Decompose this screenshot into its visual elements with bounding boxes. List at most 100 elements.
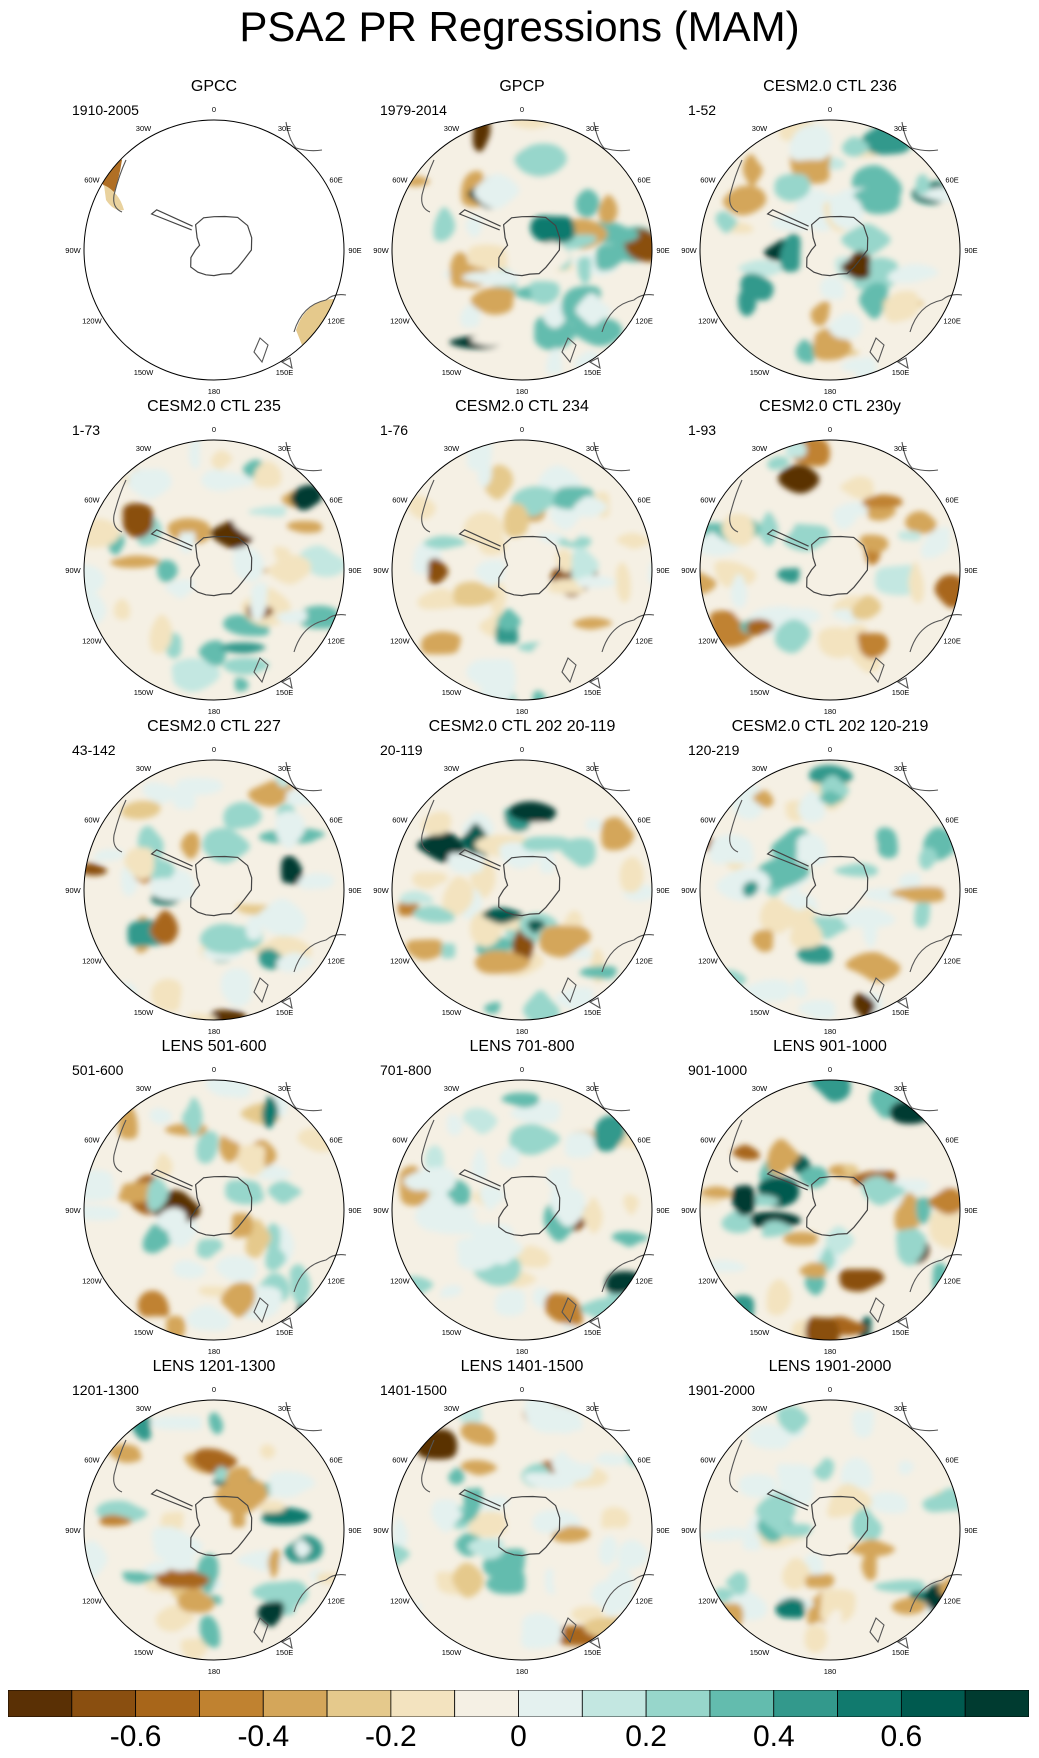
- longitude-label: 120W: [698, 1277, 719, 1286]
- panel-title: LENS 1901-2000: [768, 1358, 892, 1375]
- anomaly-contour: [534, 313, 576, 351]
- longitude-label: 120E: [943, 317, 961, 326]
- anomaly-contour: [515, 1245, 551, 1268]
- anomaly-contour: [778, 464, 820, 494]
- anomaly-contour: [220, 642, 266, 654]
- anomaly-contour: [137, 1290, 170, 1317]
- longitude-label: 150W: [442, 1328, 463, 1337]
- anomaly-contour: [215, 1479, 268, 1515]
- anomaly-contour: [522, 836, 573, 852]
- antarctica-outline: [150, 849, 253, 917]
- longitude-label: 90W: [65, 566, 81, 575]
- anomaly-contour: [160, 1511, 184, 1532]
- longitude-label: 30E: [278, 124, 291, 133]
- colorbar-tick-label: 0.4: [752, 1720, 795, 1753]
- longitude-label: 30W: [136, 764, 152, 773]
- anomaly-contour: [592, 1453, 631, 1466]
- anomaly-contour: [795, 339, 816, 364]
- anomaly-contour: [776, 567, 800, 583]
- anomaly-contour: [468, 1511, 507, 1538]
- anomaly-contour: [731, 1185, 756, 1216]
- anomaly-contour: [875, 564, 917, 596]
- anomaly-contour: [155, 1604, 195, 1632]
- antarctica-outline: [150, 529, 253, 597]
- longitude-label: 180: [208, 707, 221, 716]
- longitude-label: 0: [212, 1385, 216, 1394]
- coastline-path-0: [421, 479, 435, 533]
- anomaly-contour: [766, 1279, 792, 1316]
- anomaly-contour: [857, 632, 889, 659]
- anomaly-contour: [433, 207, 456, 242]
- colorbar-swatch: [326, 1690, 392, 1717]
- anomaly-contour: [173, 1259, 207, 1279]
- longitude-label: 120W: [82, 637, 103, 646]
- anomaly-contour: [297, 1303, 313, 1315]
- longitude-label: 90E: [964, 886, 977, 895]
- anomaly-contour: [887, 263, 939, 284]
- anomaly-contour: [617, 1539, 649, 1570]
- anomaly-contour: [205, 1080, 251, 1098]
- anomaly-contour: [294, 1539, 311, 1559]
- longitude-label: 120W: [390, 1597, 411, 1606]
- colorbar-tick-label: -0.6: [109, 1720, 162, 1753]
- longitude-label: 60W: [700, 1136, 716, 1145]
- longitude-label: 0: [828, 745, 832, 754]
- anomaly-contour: [752, 790, 774, 808]
- longitude-label: 60E: [329, 1456, 342, 1465]
- panel-years: 1-93: [688, 422, 717, 438]
- longitude-label: 30W: [444, 764, 460, 773]
- longitude-label: 30E: [586, 1084, 599, 1093]
- map-panel: CESM2.0 CTL 230y 1-93 0 30E 60E 90E 120E 150E 18…: [680, 398, 980, 716]
- polar-map: 0 30E 60E 90E 120E 150E 180 150W 120W 90W 60W 30W: [65, 745, 361, 1036]
- anomaly-contour: [231, 1494, 246, 1528]
- anomaly-contour: [796, 833, 827, 865]
- longitude-label: 120W: [82, 1597, 103, 1606]
- coastline-path-0: [729, 159, 743, 213]
- coastline-path-0: [729, 1439, 743, 1493]
- map-border: [83, 1079, 345, 1341]
- anomaly-contour: [791, 977, 808, 998]
- panel-years: 1-73: [72, 422, 101, 438]
- anomaly-contour: [582, 1197, 603, 1234]
- map-panel: GPCP 1979-2014 0 30E 60E 90E 120E 150E 180 150W 12…: [372, 78, 672, 396]
- anomaly-contour: [861, 1175, 906, 1206]
- longitude-label: 60E: [637, 496, 650, 505]
- colorbar-swatch: [900, 1690, 966, 1717]
- longitude-label: 150W: [134, 1328, 155, 1337]
- anomaly-contour: [901, 1231, 927, 1243]
- longitude-label: 150W: [750, 368, 771, 377]
- anomaly-contour: [805, 1574, 835, 1589]
- longitude-label: 90E: [964, 566, 977, 575]
- anomaly-contour: [253, 461, 282, 488]
- anomaly-contour: [601, 817, 635, 851]
- longitude-label: 30W: [136, 1404, 152, 1413]
- anomaly-contour: [399, 890, 434, 904]
- antarctica-outline: [766, 1489, 869, 1557]
- longitude-label: 90W: [681, 566, 697, 575]
- longitude-label: 120W: [82, 1277, 103, 1286]
- longitude-label: 90E: [348, 1206, 361, 1215]
- longitude-label: 30E: [894, 444, 907, 453]
- longitude-label: 180: [208, 1347, 221, 1356]
- longitude-label: 150E: [892, 368, 910, 377]
- longitude-label: 120W: [82, 957, 103, 966]
- coastline-path-4: [588, 1317, 601, 1330]
- anomaly-contour: [785, 440, 807, 458]
- map-panel: CESM2.0 CTL 227 43-142 0 30E 60E 90E 120E 150E 1…: [64, 718, 364, 1036]
- panel-title: GPCP: [499, 78, 545, 95]
- anomaly-contour: [914, 896, 931, 929]
- anomaly-contour: [521, 1613, 563, 1649]
- map-panel: CESM2.0 CTL 234 1-76 0 30E 60E 90E 120E 150E 180…: [372, 398, 672, 716]
- anomaly-contour: [619, 856, 644, 893]
- map-border: [699, 1399, 961, 1661]
- anomaly-contour: [143, 1561, 171, 1575]
- longitude-label: 30E: [586, 764, 599, 773]
- longitude-label: 120W: [390, 317, 411, 326]
- coastline-path-4: [896, 357, 909, 370]
- longitude-label: 90E: [656, 1526, 669, 1535]
- figure-title: PSA2 PR Regressions (MAM): [239, 3, 800, 50]
- anomaly-contour: [920, 537, 943, 559]
- anomaly-contour: [594, 1115, 626, 1152]
- longitude-label: 0: [520, 1385, 524, 1394]
- anomaly-contour: [453, 581, 497, 607]
